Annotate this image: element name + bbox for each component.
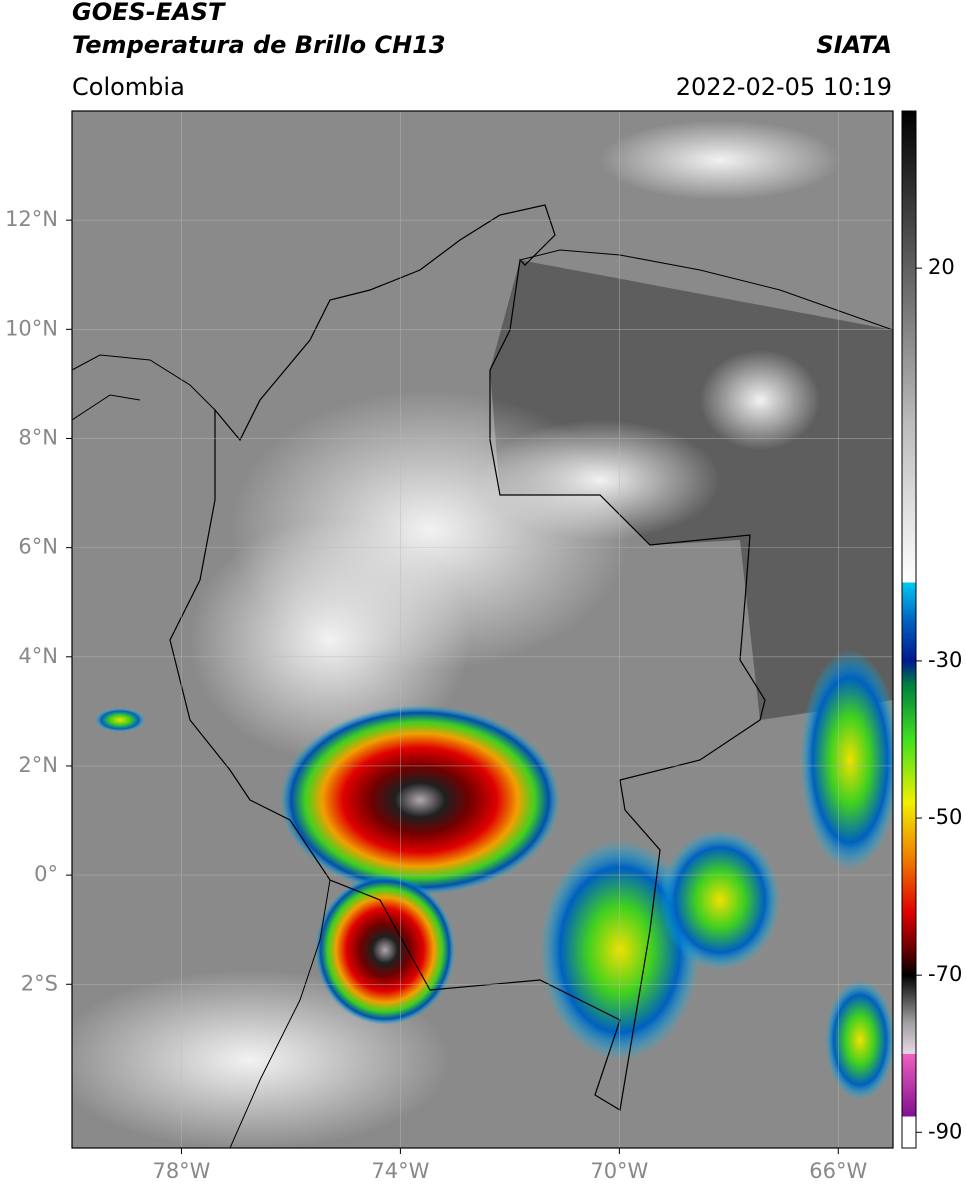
y-tick-label: 0° bbox=[34, 862, 58, 886]
colorbar-tick-label: -50 bbox=[928, 805, 962, 829]
cloud bbox=[190, 520, 470, 760]
y-tick-label: 10°N bbox=[5, 316, 58, 340]
y-tick-label: 12°N bbox=[5, 207, 58, 231]
y-tick-label: 4°N bbox=[18, 644, 58, 668]
x-tick-label: 70°W bbox=[590, 1159, 648, 1183]
colorbar-fill bbox=[901, 110, 917, 1149]
x-tick-label: 66°W bbox=[809, 1159, 867, 1183]
convection bbox=[540, 840, 700, 1060]
colorbar-tick-label: -30 bbox=[928, 648, 962, 672]
y-tick-label: 8°N bbox=[18, 425, 58, 449]
source: SIATA bbox=[816, 31, 892, 59]
venezuela-coast bbox=[519, 249, 893, 331]
storm bbox=[315, 875, 455, 1025]
cloud bbox=[700, 350, 820, 450]
cloud bbox=[480, 420, 720, 540]
colombia-border bbox=[169, 204, 766, 1111]
convection bbox=[95, 708, 145, 732]
convection bbox=[825, 980, 893, 1100]
region: Colombia bbox=[72, 73, 185, 101]
convection bbox=[660, 830, 780, 970]
panama-coast bbox=[72, 354, 216, 421]
colorbar-tick-label: 20 bbox=[928, 255, 955, 279]
x-tick-label: 78°W bbox=[152, 1159, 210, 1183]
x-tick-label: 74°W bbox=[371, 1159, 429, 1183]
y-tick-label: 6°N bbox=[18, 535, 58, 559]
colorbar: 20 -30 -50 -70 -90 bbox=[901, 110, 962, 1149]
y-tick-label: 2°S bbox=[21, 971, 58, 995]
subtitle: Temperatura de Brillo CH13 bbox=[72, 31, 446, 59]
storm bbox=[280, 705, 560, 895]
y-tick-label: 2°N bbox=[18, 753, 58, 777]
convection bbox=[800, 650, 893, 870]
colorbar-tick-label: -70 bbox=[928, 962, 962, 986]
title: GOES-EAST bbox=[72, 0, 226, 26]
ecuador-border bbox=[229, 879, 331, 1148]
map-frame bbox=[71, 110, 894, 1149]
cloud bbox=[600, 120, 840, 200]
axes: 78°W 74°W 70°W 66°W 12°N 10°N 8°N 6°N 4°N 2°N 0° 2°… bbox=[5, 111, 893, 1183]
colorbar-tick-label: -90 bbox=[928, 1119, 962, 1143]
datetime: 2022-02-05 10:19 bbox=[676, 73, 892, 101]
map-image bbox=[72, 111, 893, 1148]
